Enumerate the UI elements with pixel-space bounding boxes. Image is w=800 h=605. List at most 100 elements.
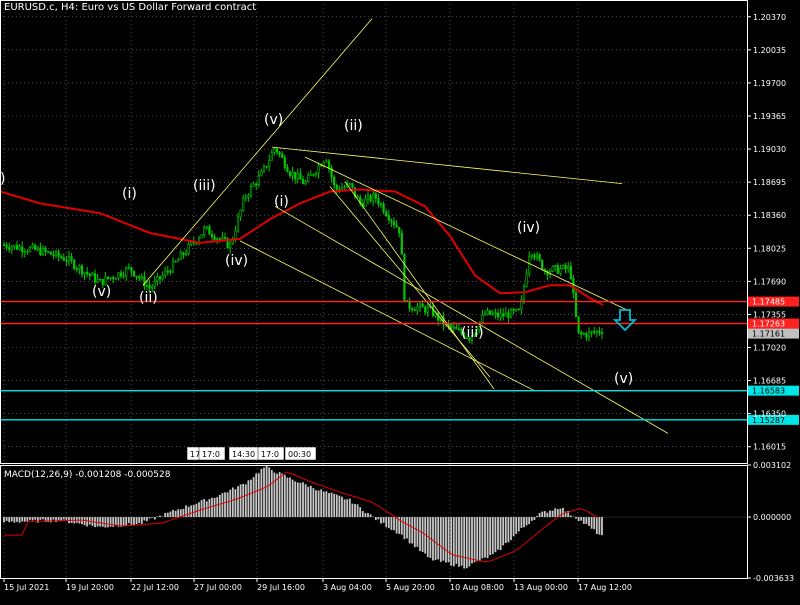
candle [489,311,491,315]
candle [133,271,135,276]
candle [534,255,536,258]
price-tick-label: 1.17690 [753,277,786,286]
candle [554,265,556,266]
candle [487,311,489,314]
candle [370,196,372,201]
candle [378,198,380,204]
macd-histogram-bar [227,492,229,517]
candle [593,331,595,332]
candle [271,153,273,161]
macd-histogram-bar [601,517,603,535]
macd-histogram-bar [406,517,408,538]
macd-histogram-bar [263,468,265,517]
wave-count-label: (iv) [517,220,540,236]
macd-histogram-bar [570,515,572,517]
candle [45,248,47,251]
candle [417,307,419,311]
macd-histogram-bar [159,516,161,517]
candle [497,313,499,317]
macd-histogram-bar [188,507,190,517]
macd-histogram-bar [326,491,328,517]
candle [214,237,216,240]
candle [531,255,533,256]
candle [24,252,26,253]
macd-histogram-bar [448,517,450,562]
macd-histogram-bar [297,482,299,517]
price-tick-label: 1.17020 [753,343,786,352]
candle [58,252,60,257]
session-label: 00:30 [288,450,311,459]
candle [183,253,185,255]
candle [274,149,276,153]
candle [115,278,117,279]
wave-count-label: (iv) [225,253,248,269]
macd-histogram-bar [505,517,507,543]
macd-histogram-bar [528,517,530,524]
macd-histogram-bar [599,517,601,535]
macd-histogram-bar [385,517,387,527]
session-label: 14:30 [232,450,255,459]
price-tick-label: 1.19700 [753,79,786,88]
candle [240,210,242,217]
candle [586,334,588,338]
wave-count-label: (v) [264,112,283,128]
candle [242,198,244,210]
macd-histogram-bar [323,492,325,517]
candle [99,279,101,280]
candle [266,166,268,167]
current-price-label: 1.17161 [752,330,785,339]
wave-count-label: (v) [614,371,633,387]
macd-histogram-bar [305,484,307,517]
candle [14,245,16,247]
macd-histogram-bar [53,517,55,520]
macd-histogram-bar [461,517,463,566]
macd-histogram-bar [235,489,237,517]
macd-histogram-bar [237,486,239,517]
macd-histogram-bar [203,499,205,517]
macd-histogram-bar [531,517,533,521]
macd-histogram-bar [219,495,221,517]
candle [279,152,281,154]
macd-histogram-bar [383,517,385,523]
price-tick-label: 1.16685 [753,377,786,386]
macd-histogram-bar [432,517,434,560]
candle [125,268,127,276]
candle [588,332,590,337]
macd-histogram-bar [521,517,523,528]
macd-histogram-bar [266,466,268,517]
macd-histogram-bar [50,517,52,522]
candle [565,265,567,268]
candle [110,278,112,279]
macd-histogram-bar [414,517,416,547]
candle [482,315,484,322]
candle [237,217,239,231]
macd-histogram-bar [497,517,499,550]
macd-histogram-bar [474,517,476,562]
macd-histogram-bar [354,504,356,517]
candle [190,242,192,244]
macd-histogram-bar [513,517,515,536]
macd-histogram-bar [125,517,127,526]
wave-count-label: (iii) [193,178,216,194]
candle [276,149,278,152]
macd-histogram-bar [255,473,257,517]
macd-histogram-bar [131,517,133,525]
macd-histogram-bar [450,517,452,566]
candle [107,277,109,279]
candle [567,266,569,268]
macd-histogram-bar [16,517,18,522]
macd-histogram-bar [365,513,367,517]
macd-histogram-bar [575,517,577,519]
macd-histogram-bar [294,481,296,517]
macd-histogram-bar [24,517,26,522]
candle [258,176,260,185]
candle [253,184,255,186]
macd-histogram-bar [55,517,57,522]
macd-histogram-bar [34,517,36,520]
candle [164,271,166,275]
macd-histogram-bar [500,517,502,550]
candle [92,274,94,276]
macd-histogram-bar [435,517,437,560]
